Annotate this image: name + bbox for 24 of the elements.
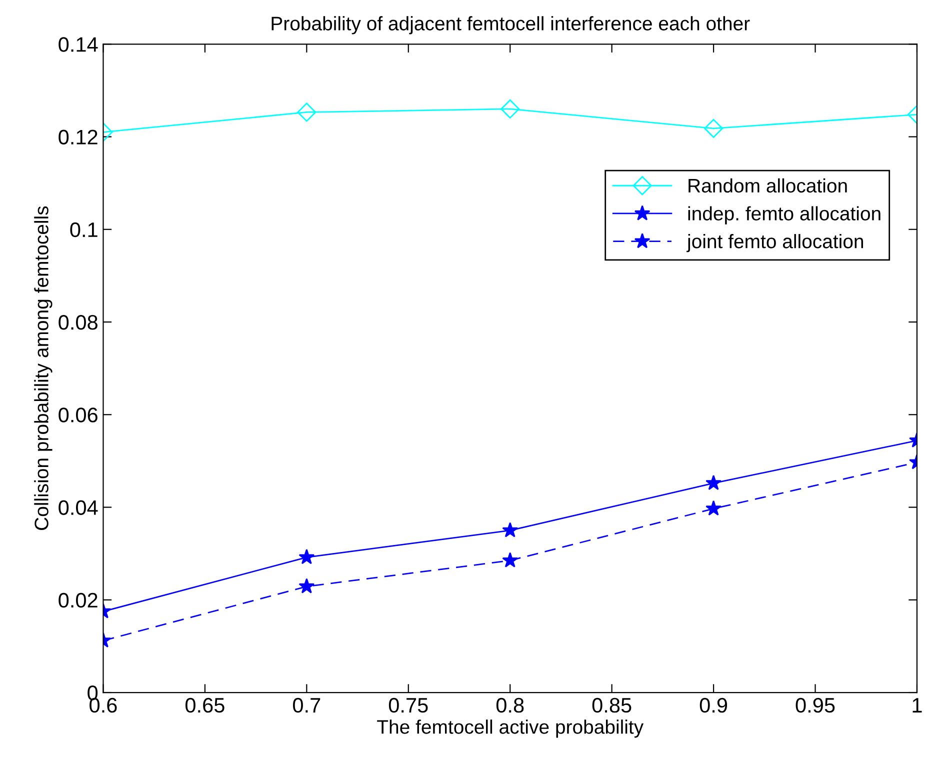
legend-label: indep. femto allocation (688, 206, 880, 224)
y-tick-label: 0.06 (58, 408, 98, 422)
x-tick-label: 0.9 (700, 698, 728, 713)
y-tick-label: 0.12 (58, 130, 98, 145)
x-tick-label: 0.85 (592, 698, 632, 713)
x-tick-label: 0.7 (293, 698, 320, 713)
y-axis-title: Collision probability among femtocells (34, 206, 52, 530)
x-tick-label: 0.75 (388, 698, 428, 713)
point (502, 552, 518, 568)
y-tick-label: 0.04 (58, 500, 98, 516)
y-tick-label: 0.1 (70, 222, 98, 238)
y-tick-label: 0.02 (58, 592, 98, 608)
point (500, 99, 520, 119)
y-tick-label: 0.08 (58, 315, 98, 330)
legend-label: joint femto allocation (686, 234, 864, 252)
chart-title: Probability of adjacent femtocell interference each other (272, 16, 750, 34)
x-axis-title: The femtocell active probability (377, 720, 644, 738)
y-tick-label: 0.14 (58, 37, 98, 52)
x-tick-label: 0.8 (496, 698, 524, 713)
point (502, 522, 518, 538)
x-tick-label: 0.95 (796, 698, 835, 713)
x-tick-label: 0.65 (185, 698, 224, 713)
legend-label: Random allocation (688, 178, 847, 193)
x-tick-label: 1 (912, 698, 922, 712)
